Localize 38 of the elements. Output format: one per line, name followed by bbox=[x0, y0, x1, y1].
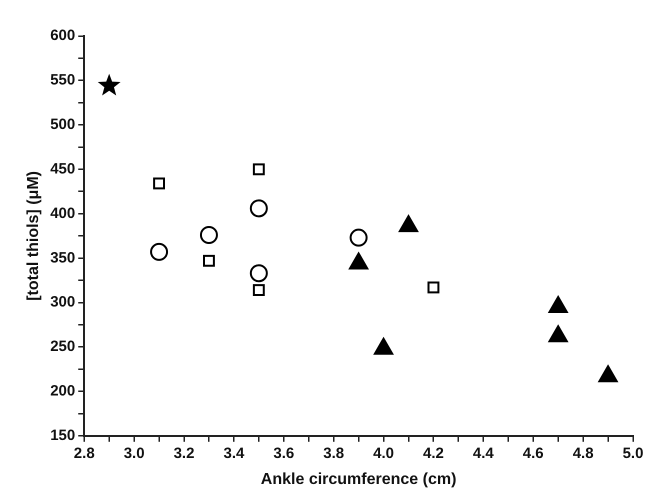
text: 5.0 bbox=[622, 444, 644, 462]
x-axis-title: Ankle circumference (cm) bbox=[260, 470, 456, 488]
x-tick-label: 4.4 bbox=[472, 444, 494, 462]
y-tick-label: 550 bbox=[50, 72, 76, 89]
point bbox=[200, 226, 218, 244]
y-tick-label: 500 bbox=[50, 116, 76, 133]
x-tick-label: 4.8 bbox=[572, 444, 594, 462]
text: 3.0 bbox=[124, 444, 145, 462]
point bbox=[548, 296, 568, 313]
y-tick-label: 200 bbox=[50, 382, 76, 400]
y-tick-label: 350 bbox=[50, 249, 76, 266]
x-tick-label: 4.6 bbox=[522, 444, 544, 462]
point bbox=[548, 325, 568, 342]
y-tick-label: 150 bbox=[50, 426, 76, 444]
y-tick-label: 400 bbox=[50, 204, 76, 222]
point bbox=[150, 242, 168, 261]
point bbox=[250, 264, 268, 282]
point bbox=[250, 199, 268, 218]
x-tick-label: 4.2 bbox=[423, 444, 444, 462]
x-tick-label: 2.8 bbox=[74, 444, 95, 462]
y-axis-title: [total thiols] (μM) bbox=[25, 171, 42, 301]
point bbox=[350, 228, 368, 247]
point bbox=[598, 365, 618, 382]
text: 4.0 bbox=[373, 444, 394, 462]
point bbox=[153, 178, 166, 190]
x-tick-label: 3.6 bbox=[273, 444, 294, 462]
x-tick-label: 3.2 bbox=[174, 444, 194, 462]
x-tick-label: 3.8 bbox=[323, 444, 344, 462]
y-tick-label: 450 bbox=[50, 160, 76, 178]
x-tick-label: 3.4 bbox=[223, 444, 245, 462]
point bbox=[252, 163, 265, 176]
point bbox=[252, 284, 265, 296]
point bbox=[427, 281, 440, 294]
y-tick-label: 600 bbox=[50, 27, 76, 44]
y-tick-label: 300 bbox=[50, 294, 76, 311]
point bbox=[374, 338, 394, 355]
point bbox=[203, 254, 215, 267]
y-tick-label: 250 bbox=[50, 338, 76, 356]
